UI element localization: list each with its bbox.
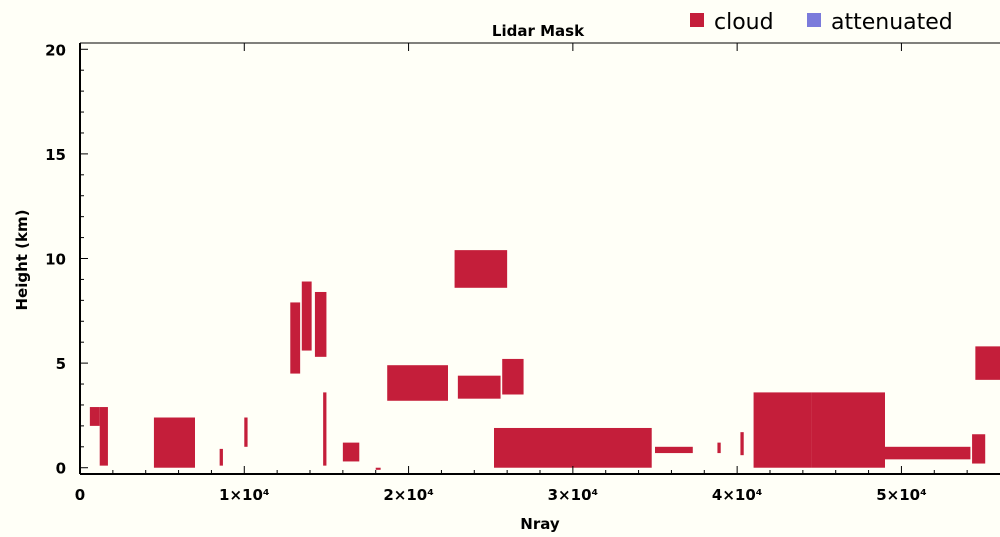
cloud-region bbox=[655, 446, 693, 454]
y-tick-label: 10 bbox=[45, 251, 66, 269]
cloud-region bbox=[219, 448, 223, 466]
cloud-region bbox=[301, 281, 312, 351]
cloud-region bbox=[502, 358, 524, 395]
x-axis-label: Nray bbox=[520, 515, 560, 533]
legend-swatch-cloud bbox=[690, 13, 704, 27]
x-tick-label: 4×10⁴ bbox=[712, 486, 762, 504]
cloud-region bbox=[375, 467, 381, 470]
legend: cloud attenuated bbox=[690, 10, 953, 35]
cloud-region bbox=[342, 442, 360, 462]
y-tick-label: 15 bbox=[45, 146, 66, 164]
plot-area bbox=[89, 250, 1000, 470]
cloud-region bbox=[89, 407, 100, 426]
cloud-region bbox=[972, 434, 986, 464]
cloud-region bbox=[753, 392, 812, 468]
cloud-region bbox=[244, 417, 248, 447]
chart-title: Lidar Mask bbox=[492, 22, 585, 40]
legend-swatch-attenuated bbox=[807, 13, 821, 27]
cloud-region bbox=[811, 392, 885, 468]
cloud-region bbox=[454, 250, 508, 288]
cloud-region bbox=[387, 365, 448, 401]
cloud-region bbox=[290, 302, 301, 374]
x-tick-label: 3×10⁴ bbox=[548, 486, 598, 504]
cloud-region bbox=[314, 291, 327, 357]
axes: 0 1×10⁴ 2×10⁴ 3×10⁴ 4×10⁴ 5×10⁴ 0 5 10 15 20 bbox=[45, 41, 1000, 504]
legend-label-attenuated: attenuated bbox=[831, 10, 953, 35]
legend-label-cloud: cloud bbox=[714, 10, 774, 35]
cloud-region bbox=[885, 446, 971, 460]
cloud-region bbox=[323, 392, 327, 466]
y-axis-label: Height (km) bbox=[13, 210, 31, 311]
cloud-region bbox=[99, 407, 108, 466]
cloud-region bbox=[740, 432, 744, 456]
cloud-region bbox=[717, 442, 721, 454]
x-tick-label: 2×10⁴ bbox=[383, 486, 433, 504]
x-tick-label: 0 bbox=[75, 486, 85, 504]
x-tick-label: 5×10⁴ bbox=[876, 486, 926, 504]
x-tick-label: 1×10⁴ bbox=[219, 486, 269, 504]
cloud-region bbox=[975, 346, 1000, 380]
y-tick-label: 20 bbox=[45, 41, 66, 59]
cloud-region bbox=[494, 427, 652, 468]
cloud-region bbox=[457, 375, 501, 399]
y-tick-label: 5 bbox=[56, 355, 66, 373]
y-tick-label: 0 bbox=[56, 460, 66, 478]
cloud-region bbox=[153, 417, 195, 468]
